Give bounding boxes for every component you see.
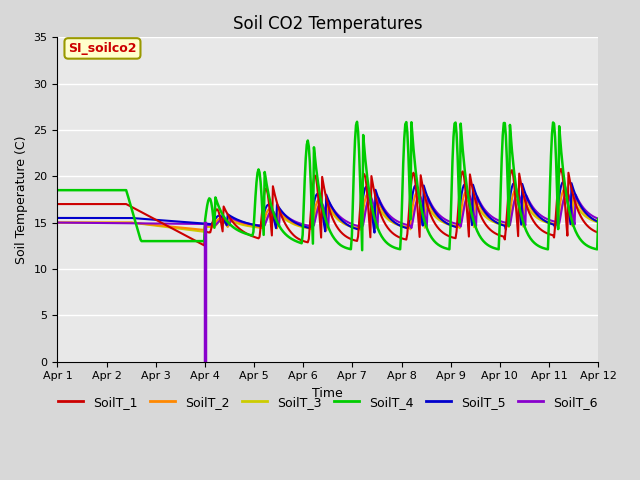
SoilT_1 bbox=[114, 201, 122, 207]
SoilT_5 bbox=[154, 217, 162, 223]
SoilT_3 bbox=[548, 221, 556, 227]
Legend: SoilT_1, SoilT_2, SoilT_3, SoilT_4, SoilT_5, SoilT_6: SoilT_1, SoilT_2, SoilT_3, SoilT_4, Soil… bbox=[53, 391, 603, 414]
SoilT_1 bbox=[376, 208, 383, 214]
SoilT_5 bbox=[114, 215, 122, 221]
SoilT_2 bbox=[561, 187, 568, 192]
SoilT_4 bbox=[549, 120, 557, 125]
SoilT_6 bbox=[54, 220, 61, 226]
SoilT_3 bbox=[595, 219, 602, 225]
SoilT_4 bbox=[154, 238, 162, 244]
SoilT_2 bbox=[595, 218, 602, 224]
SoilT_4 bbox=[54, 187, 61, 193]
Line: SoilT_5: SoilT_5 bbox=[58, 182, 598, 233]
SoilT_3 bbox=[54, 220, 61, 226]
SoilT_1 bbox=[570, 194, 577, 200]
Text: SI_soilco2: SI_soilco2 bbox=[68, 42, 137, 55]
SoilT_2 bbox=[154, 222, 162, 228]
SoilT_3 bbox=[154, 223, 162, 229]
SoilT_6 bbox=[595, 216, 602, 222]
SoilT_4 bbox=[595, 216, 602, 222]
SoilT_1 bbox=[54, 201, 61, 207]
SoilT_5 bbox=[238, 219, 246, 225]
SoilT_3 bbox=[570, 198, 577, 204]
SoilT_4 bbox=[570, 223, 577, 229]
SoilT_6 bbox=[238, 219, 246, 225]
Line: SoilT_4: SoilT_4 bbox=[58, 122, 598, 250]
Y-axis label: Soil Temperature (C): Soil Temperature (C) bbox=[15, 135, 28, 264]
SoilT_1 bbox=[239, 228, 247, 234]
Title: Soil CO2 Temperatures: Soil CO2 Temperatures bbox=[233, 15, 422, 33]
SoilT_6 bbox=[548, 218, 556, 224]
SoilT_3 bbox=[200, 229, 208, 235]
SoilT_6 bbox=[570, 217, 577, 223]
X-axis label: Time: Time bbox=[312, 387, 343, 400]
SoilT_2 bbox=[54, 220, 61, 226]
SoilT_1 bbox=[595, 230, 602, 236]
SoilT_1 bbox=[548, 232, 556, 238]
SoilT_3 bbox=[114, 220, 122, 226]
SoilT_3 bbox=[239, 222, 247, 228]
SoilT_1 bbox=[154, 218, 162, 224]
SoilT_6 bbox=[375, 195, 383, 201]
SoilT_5 bbox=[54, 215, 61, 221]
Line: SoilT_6: SoilT_6 bbox=[58, 192, 598, 228]
SoilT_5 bbox=[548, 221, 556, 227]
Line: SoilT_3: SoilT_3 bbox=[58, 199, 598, 232]
SoilT_2 bbox=[570, 191, 577, 196]
SoilT_2 bbox=[323, 228, 330, 233]
SoilT_5 bbox=[559, 179, 567, 185]
Line: SoilT_2: SoilT_2 bbox=[58, 190, 598, 230]
SoilT_5 bbox=[595, 219, 602, 225]
SoilT_4 bbox=[377, 232, 385, 238]
SoilT_3 bbox=[561, 196, 569, 202]
SoilT_5 bbox=[371, 230, 378, 236]
SoilT_4 bbox=[114, 187, 122, 193]
Line: SoilT_1: SoilT_1 bbox=[58, 169, 598, 245]
SoilT_2 bbox=[376, 202, 383, 207]
SoilT_5 bbox=[376, 198, 383, 204]
SoilT_3 bbox=[376, 206, 383, 212]
SoilT_6 bbox=[563, 190, 570, 195]
SoilT_2 bbox=[548, 221, 556, 227]
SoilT_4 bbox=[358, 247, 366, 253]
SoilT_1 bbox=[557, 166, 565, 172]
SoilT_4 bbox=[353, 119, 361, 125]
SoilT_4 bbox=[238, 229, 246, 235]
SoilT_5 bbox=[570, 187, 577, 192]
SoilT_2 bbox=[114, 220, 122, 226]
SoilT_6 bbox=[408, 225, 415, 231]
SoilT_2 bbox=[238, 220, 246, 226]
SoilT_6 bbox=[114, 220, 122, 226]
SoilT_1 bbox=[200, 242, 208, 248]
SoilT_6 bbox=[154, 221, 162, 227]
